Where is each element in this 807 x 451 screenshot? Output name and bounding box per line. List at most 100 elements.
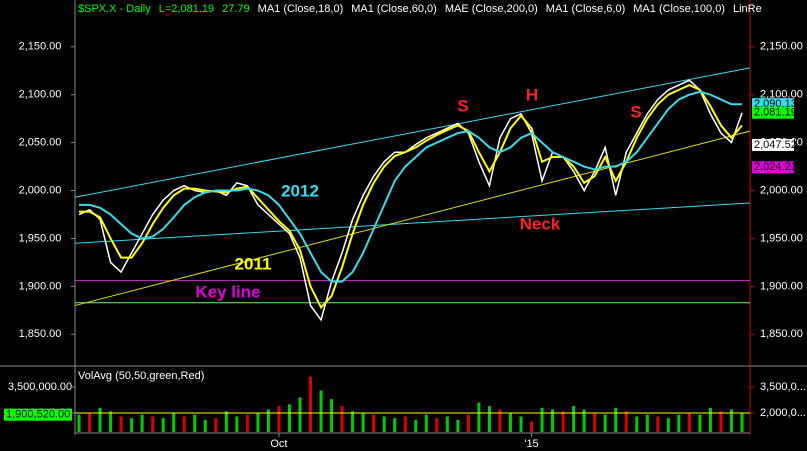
header-item: MA1 (Close,100,0): [633, 3, 725, 15]
y-tick-label: 1,900.00: [19, 280, 62, 292]
y-tick-label-right: 1,900.00: [760, 280, 803, 292]
volume-bar: [214, 418, 218, 432]
volume-bar: [445, 416, 449, 432]
volume-bar: [266, 409, 270, 432]
volume-bar: [614, 407, 618, 432]
header-item: 27.79: [222, 3, 250, 15]
header-item: $SPX.X - Daily: [78, 3, 151, 15]
annotation: Key line: [195, 282, 260, 301]
volume-bar: [698, 414, 702, 432]
price-tag-label: 2,047.52: [754, 139, 797, 151]
header-item: MAE (Close,200,0): [445, 3, 538, 15]
price-tag-label: 2,081.19: [754, 107, 797, 119]
volume-bar: [708, 407, 712, 432]
volume-bar: [361, 412, 365, 432]
volume-bar: [729, 409, 733, 432]
volume-bar: [508, 412, 512, 432]
volume-bar: [287, 404, 291, 432]
volume-bar: [393, 418, 397, 432]
header-item: MA1 (Close,18,0): [258, 3, 344, 15]
volume-bar: [224, 411, 228, 432]
volume-bar: [519, 416, 523, 432]
price-tag: [752, 161, 794, 174]
volume-bar: [656, 416, 660, 432]
header-item: MA1 (Close,60,0): [351, 3, 437, 15]
volume-bar: [740, 412, 744, 432]
volume-bar: [466, 414, 470, 432]
volume-bar: [582, 409, 586, 432]
volume-bar: [572, 406, 576, 432]
volume-bar: [151, 416, 155, 432]
volume-bar: [256, 412, 260, 432]
volume-tick-label-right: 3,500,0...: [760, 381, 806, 393]
volume-bar: [330, 399, 334, 432]
volume-bar: [109, 411, 113, 432]
y-tick-label-right: 2,000.00: [760, 184, 803, 196]
volume-bar: [487, 406, 491, 432]
trendline: [74, 202, 751, 244]
y-tick-label-right: 2,100.00: [760, 89, 803, 101]
volume-bar: [340, 406, 344, 432]
trendline: [74, 67, 751, 198]
volume-bar: [456, 419, 460, 432]
y-tick-label-right: 2,150.00: [760, 41, 803, 53]
volume-bar: [203, 419, 207, 432]
volume-bar: [561, 411, 565, 432]
volume-bar: [593, 412, 597, 432]
volume-bar: [140, 414, 144, 432]
x-tick-label: '15: [524, 438, 538, 450]
y-tick-label: 2,100.00: [19, 89, 62, 101]
annotation: 2011: [235, 254, 272, 273]
volume-bar: [193, 414, 197, 432]
y-tick-label: 2,150.00: [19, 41, 62, 53]
volume-tag: [4, 408, 72, 421]
annotation: H: [526, 85, 538, 104]
header-item: L=2,081.19: [159, 3, 214, 15]
volume-bar: [77, 414, 81, 432]
volume-bar: [530, 421, 534, 432]
volume-bar: [130, 418, 134, 432]
header-item: LinRe: [733, 3, 762, 15]
volume-bar: [277, 406, 281, 432]
volume-tag-label: 1,900,520.00: [6, 409, 70, 421]
volume-bar: [498, 409, 502, 432]
volume-bar: [319, 390, 323, 432]
volume-bar: [719, 411, 723, 432]
volume-bar: [677, 414, 681, 432]
moving-average: [79, 90, 742, 283]
volume-bar: [435, 418, 439, 432]
volume-bar: [687, 412, 691, 432]
volume-bar: [477, 402, 481, 432]
x-tick-label: Oct: [270, 438, 287, 450]
volume-bar: [603, 414, 607, 432]
volume-bar: [424, 414, 428, 432]
header-item: MA1 (Close,6,0): [546, 3, 625, 15]
price-tag: [752, 106, 794, 119]
volume-bar: [540, 407, 544, 432]
annotation: 2012: [281, 181, 319, 200]
volume-bar: [182, 416, 186, 432]
volume-bar: [172, 412, 176, 432]
volume-bar: [635, 416, 639, 432]
volume-bar: [235, 416, 239, 432]
volume-bar: [351, 411, 355, 432]
annotation: S: [457, 96, 468, 115]
volume-bar: [414, 419, 418, 432]
volume-bar: [298, 397, 302, 432]
trendline: [74, 130, 751, 307]
price-tag-label: 2,024.21: [754, 161, 797, 173]
y-tick-label: 1,850.00: [19, 328, 62, 340]
volume-bar: [119, 416, 123, 432]
price-tag: [752, 138, 794, 151]
y-tick-label: 2,000.00: [19, 184, 62, 196]
volume-title: VolAvg (50,50,green,Red): [78, 370, 204, 382]
annotation: S: [630, 102, 641, 121]
volume-bar: [403, 416, 407, 432]
volume-bar: [98, 407, 102, 432]
volume-bar: [666, 418, 670, 432]
volume-bar: [309, 376, 313, 432]
volume-bar: [245, 414, 249, 432]
y-tick-label-right: 1,850.00: [760, 328, 803, 340]
